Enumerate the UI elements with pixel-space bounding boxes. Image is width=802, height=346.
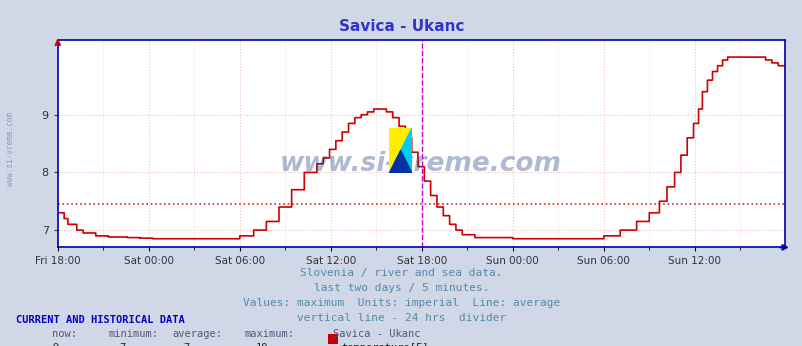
Text: now:: now:	[52, 329, 77, 339]
Polygon shape	[389, 151, 411, 173]
Text: maximum:: maximum:	[245, 329, 294, 339]
Text: vertical line - 24 hrs  divider: vertical line - 24 hrs divider	[297, 313, 505, 323]
Text: minimum:: minimum:	[108, 329, 158, 339]
Text: last two days / 5 minutes.: last two days / 5 minutes.	[314, 283, 488, 293]
Text: www.si-vreme.com: www.si-vreme.com	[280, 151, 561, 177]
Text: 7: 7	[119, 343, 125, 346]
Text: 10: 10	[255, 343, 268, 346]
Text: 7: 7	[183, 343, 189, 346]
Polygon shape	[389, 128, 411, 173]
Text: temperature[F]: temperature[F]	[341, 343, 428, 346]
Polygon shape	[389, 128, 411, 173]
Text: Savica - Ukanc: Savica - Ukanc	[333, 329, 420, 339]
Text: www.si-vreme.com: www.si-vreme.com	[6, 112, 15, 186]
Text: CURRENT AND HISTORICAL DATA: CURRENT AND HISTORICAL DATA	[16, 315, 184, 325]
Text: Values: maximum  Units: imperial  Line: average: Values: maximum Units: imperial Line: av…	[242, 298, 560, 308]
Text: average:: average:	[172, 329, 222, 339]
Text: Slovenia / river and sea data.: Slovenia / river and sea data.	[300, 268, 502, 278]
Text: 9: 9	[52, 343, 59, 346]
Text: Savica - Ukanc: Savica - Ukanc	[338, 19, 464, 34]
